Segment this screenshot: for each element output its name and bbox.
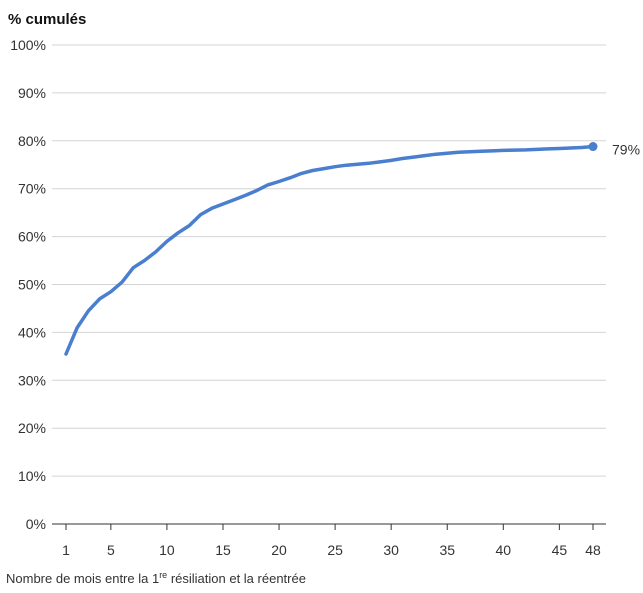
- end-value-label: 79%: [612, 142, 640, 158]
- x-axis: 1 5 10 15 20 25 30 35 40 45 48: [52, 523, 606, 558]
- x-tick-label: 40: [496, 542, 512, 558]
- x-tick-label: 15: [215, 542, 231, 558]
- y-tick-label: 30%: [18, 372, 46, 388]
- x-tick-label: 48: [585, 542, 601, 558]
- x-tick-label: 45: [552, 542, 568, 558]
- x-tick-label: 10: [159, 542, 175, 558]
- y-tick-label: 50%: [18, 277, 46, 293]
- x-tick-label: 35: [439, 542, 455, 558]
- x-axis-title-superscript: re: [159, 569, 168, 580]
- y-axis-title: % cumulés: [8, 11, 86, 28]
- x-tick-label: 30: [383, 542, 399, 558]
- x-tick-label: 25: [327, 542, 343, 558]
- y-tick-label: 100%: [10, 37, 46, 53]
- y-tick-label: 60%: [18, 229, 46, 245]
- x-tick-label: 5: [107, 542, 115, 558]
- y-tick-label: 70%: [18, 181, 46, 197]
- series-line: [64, 144, 595, 356]
- x-axis-title: Nombre de mois entre la 1re résiliation …: [6, 570, 306, 586]
- x-axis-title-text-end: résiliation et la réentrée: [167, 571, 306, 587]
- x-tick-label: 20: [271, 542, 287, 558]
- y-tick-label: 20%: [18, 420, 46, 436]
- x-tick-label: 1: [62, 542, 70, 558]
- y-tick-label: 80%: [18, 133, 46, 149]
- series-layer: 79%: [64, 142, 640, 356]
- series-end-point: [588, 142, 598, 152]
- x-axis-title-text: Nombre de mois entre la 1: [6, 571, 160, 587]
- y-tick-label: 10%: [18, 468, 46, 484]
- gridlines: [52, 44, 606, 477]
- y-tick-label: 90%: [18, 85, 46, 101]
- y-tick-labels: 0% 10% 20% 30% 40% 50% 60% 70% 80% 90% 100%: [10, 37, 46, 532]
- y-tick-label: 0%: [26, 516, 46, 532]
- y-tick-label: 40%: [18, 324, 46, 340]
